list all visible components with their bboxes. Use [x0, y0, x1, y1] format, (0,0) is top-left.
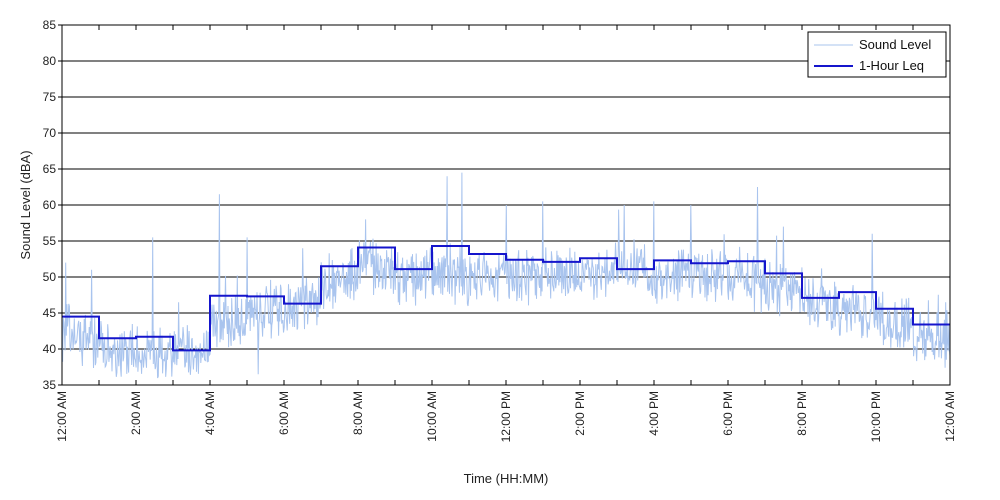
x-tick-label: 2:00 PM [573, 391, 587, 436]
x-tick-label: 8:00 AM [351, 391, 365, 435]
y-tick-label: 40 [43, 342, 57, 356]
leq-step-line [62, 245, 950, 352]
x-tick-label: 12:00 PM [499, 391, 513, 442]
y-tick-label: 60 [43, 198, 57, 212]
y-tick-label: 65 [43, 162, 57, 176]
legend-label-leq: 1-Hour Leq [859, 58, 924, 73]
x-tick-label: 4:00 AM [203, 391, 217, 435]
leq-series [62, 245, 950, 352]
x-tick-label: 10:00 PM [869, 391, 883, 442]
legend: Sound Level 1-Hour Leq [807, 31, 947, 78]
x-tick-label: 10:00 AM [425, 391, 439, 442]
x-axis-ticks: 12:00 AM 2:00 AM 4:00 AM 6:00 AM 8:00 AM 10:0… [55, 25, 957, 442]
legend-box [807, 31, 947, 78]
x-tick-label: 6:00 AM [277, 391, 291, 435]
x-axis-title: Time (HH:MM) [464, 471, 549, 486]
x-tick-label: 6:00 PM [721, 391, 735, 436]
legend-label-sound-level: Sound Level [859, 37, 931, 52]
x-tick-label: 12:00 AM [55, 391, 69, 442]
x-tick-label: 12:00 AM [943, 391, 957, 442]
y-tick-label: 85 [43, 18, 57, 32]
y-tick-label: 50 [43, 270, 57, 284]
x-tick-label: 8:00 PM [795, 391, 809, 436]
y-tick-label: 70 [43, 126, 57, 140]
y-tick-label: 45 [43, 306, 57, 320]
y-tick-label: 80 [43, 54, 57, 68]
y-tick-label: 75 [43, 90, 57, 104]
y-tick-label: 55 [43, 234, 57, 248]
y-tick-label: 35 [43, 378, 57, 392]
x-tick-label: 4:00 PM [647, 391, 661, 436]
x-tick-label: 2:00 AM [129, 391, 143, 435]
y-axis-ticks: 35 40 45 50 55 60 65 70 75 80 85 [43, 18, 62, 392]
y-axis-title: Sound Level (dBA) [18, 150, 33, 259]
